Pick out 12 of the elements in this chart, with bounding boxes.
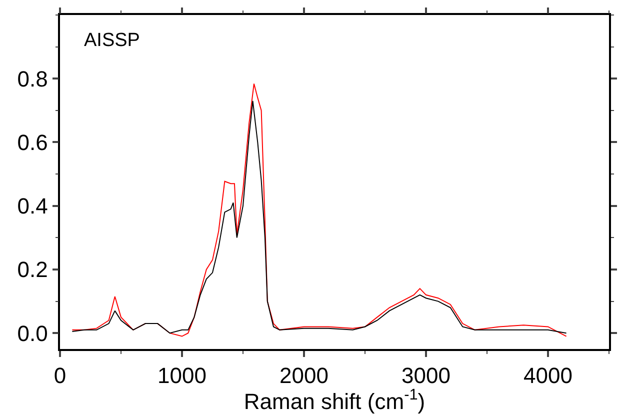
x-axis-title: Raman shift (cm$^{-1}$): [244, 386, 426, 414]
y-tick-label: 0.8: [17, 66, 48, 92]
x-tick-label: 4000: [524, 363, 572, 388]
x-tick-label: 2000: [280, 363, 328, 388]
x-tick-label: 3000: [402, 363, 450, 388]
x-tick-label: 0: [54, 363, 66, 388]
x-tick-label: 1000: [158, 363, 206, 388]
y-tick-label: 0.2: [17, 257, 48, 282]
y-tick-label: 0.4: [17, 194, 48, 219]
y-tick-label: 0.0: [17, 320, 48, 346]
y-tick-label: 0.6: [17, 130, 48, 155]
annotation: AISSP: [84, 30, 140, 51]
